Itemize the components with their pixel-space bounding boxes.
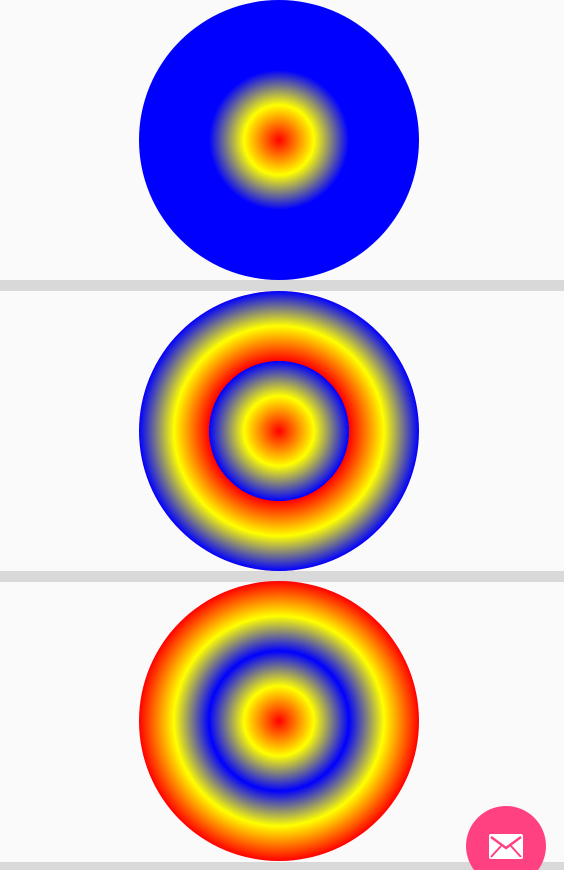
mirror-gradient-circle — [139, 581, 419, 861]
clamp-gradient-circle — [139, 0, 419, 280]
divider — [0, 862, 564, 870]
fab[interactable] — [466, 806, 546, 870]
divider — [0, 280, 564, 291]
repeat-gradient-circle — [139, 291, 419, 571]
divider — [0, 571, 564, 582]
mail-icon — [489, 834, 523, 859]
